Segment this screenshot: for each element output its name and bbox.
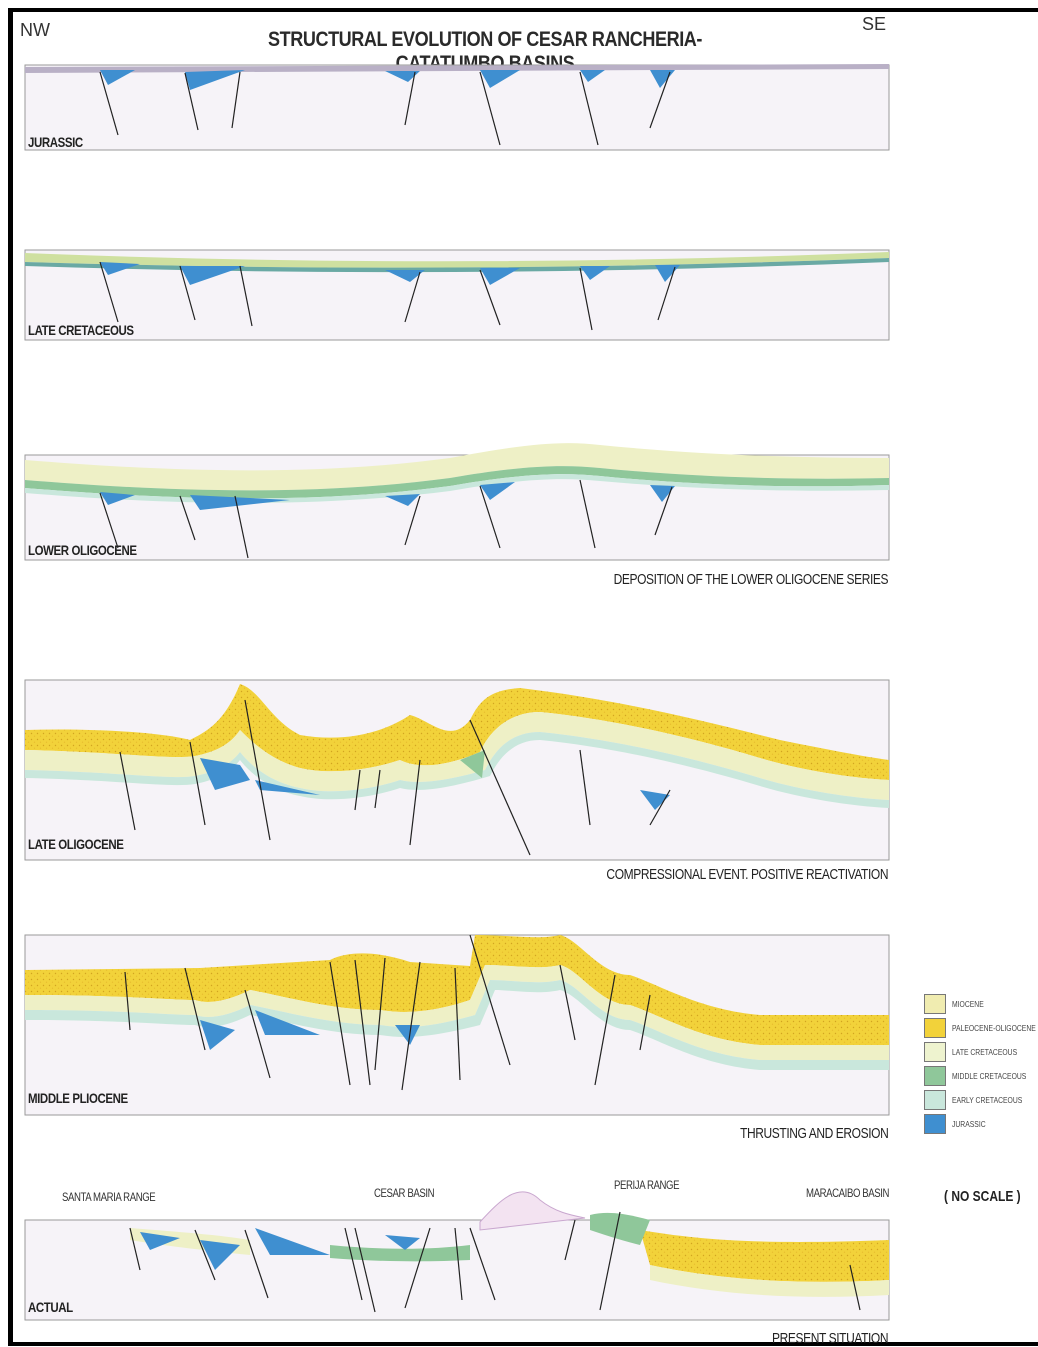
place-label-santa-maria-range: SANTA MARIA RANGE [62,1190,156,1204]
legend-swatch [924,994,946,1014]
direction-se: SE [862,14,887,34]
jurassic-graben [480,70,520,88]
stage-label-late-oligocene: LATE OLIGOCENE [28,836,124,852]
caption-late-oligocene: COMPRESSIONAL EVENT. POSITIVE REACTIVATI… [606,866,888,883]
jurassic-graben [385,270,425,282]
jurassic-graben [650,485,675,502]
legend-label: MIOCENE [952,1000,984,1009]
fault-lines [99,71,671,146]
legend-swatch [924,1090,946,1110]
section-late-oligocene [24,679,890,861]
frame-bottom-border [8,1342,1038,1346]
section-jurassic [24,64,890,151]
caption-actual: PRESENT SITUATION [771,1330,889,1347]
jurassic-graben [185,70,245,90]
stage-label-middle-pliocene: MIDDLE PLIOCENE [28,1090,128,1106]
legend-swatch [924,1114,946,1134]
legend-label: LATE CRETACEOUS [952,1048,1018,1057]
frame-top-border [8,8,1038,12]
jurassic-graben [385,71,420,82]
legend-swatch [924,1066,946,1086]
legend-label: JURASSIC [952,1120,986,1129]
stage-label-jurassic: JURASSIC [28,134,83,150]
jurassic-graben [180,266,245,285]
jurassic-graben [100,70,135,85]
legend-label: PALEOCENE-OLIGOCENE [952,1024,1036,1033]
stage-label-actual: ACTUAL [28,1299,73,1315]
jurassic-graben [580,70,605,82]
jurassic-graben [100,262,140,275]
legend-label: EARLY CRETACEOUS [952,1096,1023,1105]
legend-swatch [924,1018,946,1038]
place-label-perija-range: PERIJA RANGE [614,1178,680,1192]
legend-swatch [924,1042,946,1062]
caption-middle-pliocene: THRUSTING AND EROSION [739,1125,889,1142]
direction-nw: NW [20,20,50,40]
no-scale-note: ( NO SCALE ) [944,1188,1021,1205]
stage-label-lower-oligocene: LOWER OLIGOCENE [28,542,137,558]
jurassic-graben [580,266,610,280]
jurassic-graben [190,495,290,510]
jurassic-graben [385,494,420,506]
place-label-cesar-basin: CESAR BASIN [374,1186,435,1200]
jurassic-graben [480,482,515,500]
jurassic-graben [100,492,135,505]
jurassic-graben [480,268,520,285]
section-late-cretaceous [24,249,890,341]
section-lower-oligocene [24,443,890,561]
place-label-maracaibo-basin: MARACAIBO BASIN [806,1186,890,1200]
frame-left-border [8,8,13,1346]
caption-lower-oligocene: DEPOSITION OF THE LOWER OLIGOCENE SERIES [613,571,889,588]
legend-label: MIDDLE CRETACEOUS [952,1072,1027,1081]
section-actual [24,1191,890,1321]
stage-label-late-cretaceous: LATE CRETACEOUS [28,322,134,338]
section-middle-pliocene [24,934,890,1116]
